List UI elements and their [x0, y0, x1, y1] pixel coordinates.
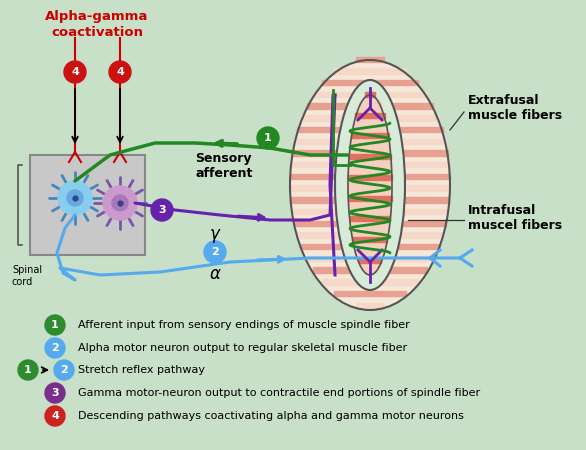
Text: 2: 2: [51, 343, 59, 353]
Bar: [356, 302, 384, 308]
Ellipse shape: [335, 80, 405, 290]
Ellipse shape: [290, 60, 450, 310]
Bar: [366, 92, 374, 97]
Bar: [294, 139, 445, 144]
Bar: [298, 127, 442, 132]
Bar: [359, 102, 381, 108]
Bar: [291, 197, 449, 202]
Circle shape: [45, 383, 65, 403]
Circle shape: [45, 338, 65, 358]
Bar: [366, 268, 374, 273]
Bar: [313, 267, 427, 273]
Bar: [301, 244, 438, 249]
Text: 1: 1: [51, 320, 59, 330]
Bar: [353, 237, 387, 242]
Text: 3: 3: [51, 388, 59, 398]
Text: 1: 1: [264, 133, 272, 143]
Bar: [333, 68, 407, 74]
Circle shape: [109, 61, 131, 83]
Bar: [351, 133, 389, 139]
Text: Gamma motor-neuron output to contractile end portions of spindle fiber: Gamma motor-neuron output to contractile…: [78, 388, 480, 398]
Text: α: α: [210, 265, 220, 283]
Text: Descending pathways coactivating alpha and gamma motor neurons: Descending pathways coactivating alpha a…: [78, 411, 464, 421]
Text: 4: 4: [116, 67, 124, 77]
Text: 2: 2: [60, 365, 68, 375]
Bar: [306, 104, 434, 109]
Bar: [349, 206, 391, 211]
Bar: [359, 258, 381, 263]
Bar: [348, 164, 391, 170]
Bar: [348, 175, 392, 180]
Bar: [292, 209, 448, 214]
Circle shape: [112, 195, 128, 211]
Text: Alpha motor neuron output to regular skeletal muscle fiber: Alpha motor neuron output to regular ske…: [78, 343, 407, 353]
Circle shape: [45, 315, 65, 335]
Circle shape: [54, 360, 74, 380]
Bar: [349, 154, 391, 159]
Bar: [290, 185, 450, 191]
Bar: [356, 57, 384, 62]
Circle shape: [257, 127, 279, 149]
Circle shape: [103, 186, 137, 220]
Circle shape: [204, 241, 226, 263]
Circle shape: [18, 360, 38, 380]
Bar: [348, 196, 391, 201]
Bar: [306, 256, 434, 261]
Text: Intrafusal
muscel fibers: Intrafusal muscel fibers: [468, 204, 562, 232]
FancyBboxPatch shape: [30, 155, 145, 255]
Text: Sensory
afferent: Sensory afferent: [195, 152, 253, 180]
Bar: [301, 115, 438, 121]
Text: 4: 4: [71, 67, 79, 77]
Text: γ: γ: [210, 225, 220, 243]
Bar: [350, 216, 390, 221]
Bar: [292, 150, 448, 156]
Bar: [355, 248, 384, 252]
Text: 3: 3: [158, 205, 166, 215]
Text: Afferent input from sensory endings of muscle spindle fiber: Afferent input from sensory endings of m…: [78, 320, 410, 330]
Bar: [291, 162, 449, 167]
Circle shape: [58, 181, 92, 215]
Text: 4: 4: [51, 411, 59, 421]
Ellipse shape: [348, 95, 392, 275]
Bar: [313, 92, 427, 97]
Bar: [298, 232, 442, 238]
Text: Spinal
cord: Spinal cord: [12, 265, 42, 287]
Text: Alpha-gamma
coactivation: Alpha-gamma coactivation: [45, 10, 149, 39]
Bar: [351, 227, 389, 232]
Bar: [333, 291, 407, 296]
Bar: [350, 144, 390, 149]
Bar: [294, 220, 445, 226]
Text: Stretch reflex pathway: Stretch reflex pathway: [78, 365, 205, 375]
Bar: [322, 279, 418, 284]
Circle shape: [67, 190, 83, 206]
Bar: [355, 112, 384, 118]
Bar: [322, 80, 418, 86]
Bar: [348, 185, 392, 190]
Text: 1: 1: [24, 365, 32, 375]
Circle shape: [151, 199, 173, 221]
Text: Extrafusal
muscle fibers: Extrafusal muscle fibers: [468, 94, 562, 122]
Bar: [353, 123, 387, 128]
Bar: [290, 174, 450, 179]
Circle shape: [45, 406, 65, 426]
Text: 2: 2: [211, 247, 219, 257]
Circle shape: [64, 61, 86, 83]
